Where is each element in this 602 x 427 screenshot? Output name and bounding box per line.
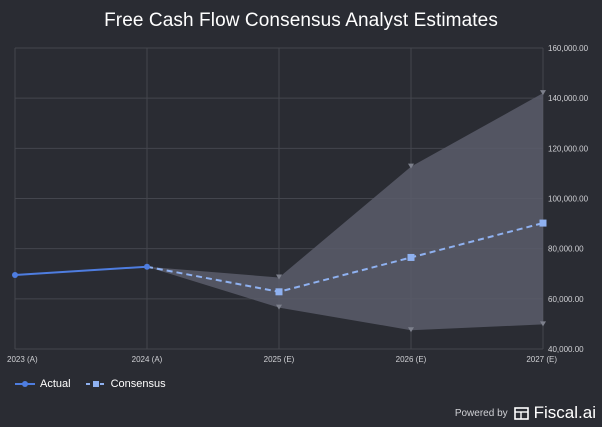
footer: Powered by Fiscal.ai — [455, 403, 596, 423]
legend-actual-swatch — [15, 381, 35, 387]
legend-consensus-label: Consensus — [110, 378, 166, 390]
brand-logo[interactable]: Fiscal.ai — [513, 403, 596, 423]
legend-item-consensus[interactable]: Consensus — [85, 378, 166, 390]
legend-item-actual[interactable]: Actual — [14, 378, 71, 390]
range-high-marker[interactable] — [540, 90, 546, 96]
consensus-point[interactable] — [539, 219, 547, 227]
actual-point[interactable] — [12, 272, 18, 279]
range-low-marker[interactable] — [408, 327, 414, 333]
x-tick-label: 2025 (E) — [264, 355, 295, 364]
legend-actual-label: Actual — [40, 378, 71, 390]
series-line-consensus — [146, 222, 544, 293]
x-tick-label: 2023 (A) — [7, 355, 38, 364]
y-tick-label: 160,000.00 — [548, 44, 589, 53]
actual-point[interactable] — [144, 263, 150, 270]
consensus-point[interactable] — [275, 288, 283, 296]
fiscal-logo-icon — [513, 407, 529, 420]
range-high-marker[interactable] — [408, 163, 414, 169]
y-tick-label: 100,000.00 — [548, 195, 589, 204]
legend-consensus-swatch — [85, 381, 106, 387]
x-tick-label: 2024 (A) — [132, 355, 163, 364]
x-tick-label: 2027 (E) — [526, 355, 557, 364]
range-high-marker[interactable] — [276, 274, 282, 280]
consensus-point[interactable] — [407, 253, 415, 261]
brand-name: Fiscal.ai — [533, 403, 596, 422]
powered-by-text: Powered by — [454, 407, 508, 419]
chart-legend: Actual Consensus — [14, 378, 166, 390]
chart-title: Free Cash Flow Consensus Analyst Estimat… — [104, 10, 498, 31]
y-tick-label: 40,000.00 — [548, 345, 584, 354]
x-tick-label: 2026 (E) — [396, 355, 427, 364]
y-tick-label: 60,000.00 — [548, 295, 584, 304]
range-low-marker[interactable] — [540, 321, 546, 327]
y-tick-label: 120,000.00 — [548, 144, 589, 153]
estimate-range-band — [147, 93, 543, 331]
range-low-marker[interactable] — [276, 304, 282, 310]
y-tick-label: 80,000.00 — [548, 245, 584, 254]
y-tick-label: 140,000.00 — [548, 94, 589, 103]
series-line-actual — [14, 265, 148, 277]
